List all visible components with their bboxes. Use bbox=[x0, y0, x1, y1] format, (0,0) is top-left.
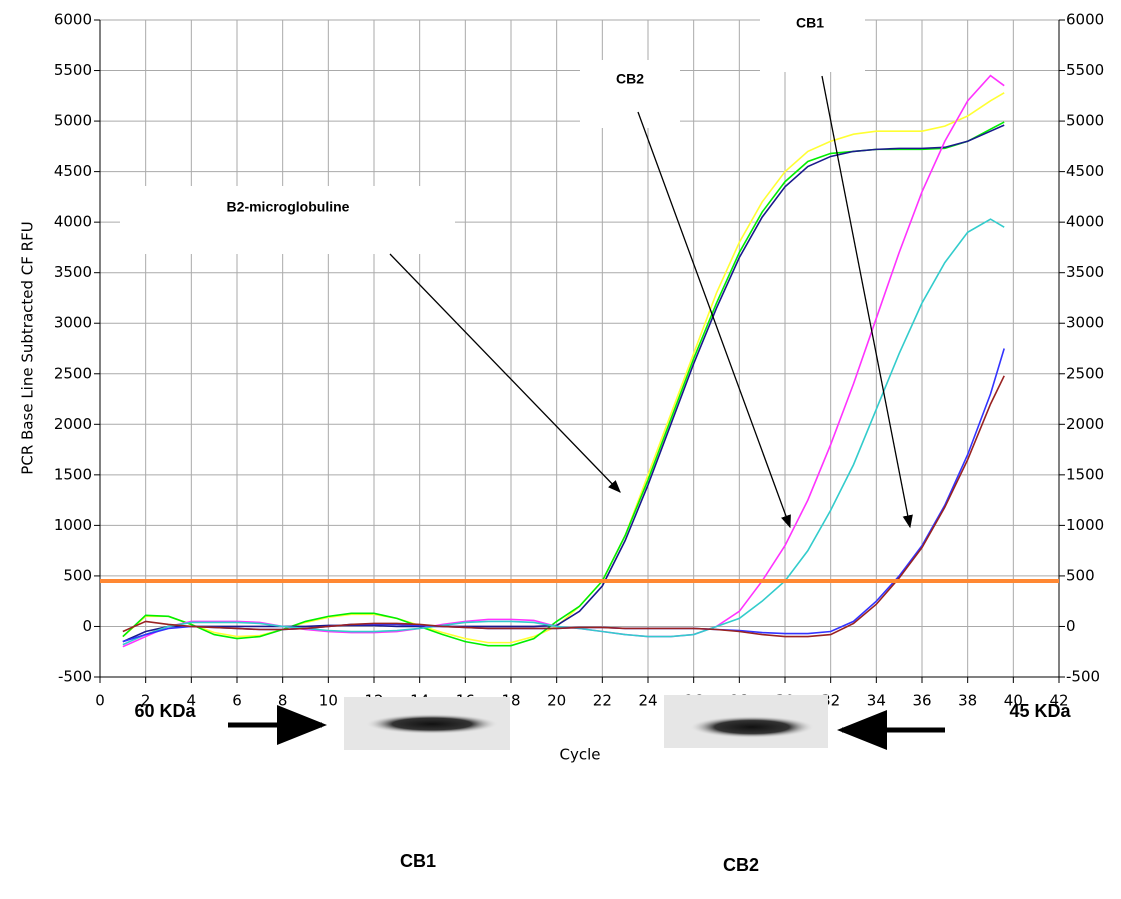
chart: 024681012141618202224262830323436384042-… bbox=[0, 0, 1121, 899]
y-tick-label: 0 bbox=[82, 617, 92, 635]
x-tick-label: 34 bbox=[867, 692, 886, 710]
blot-band bbox=[690, 716, 814, 738]
annotation: B2-microglobuline bbox=[227, 199, 350, 215]
x-tick-label: 0 bbox=[95, 692, 105, 710]
y-tick-label: 4000 bbox=[54, 213, 92, 231]
y2-tick-label: 1500 bbox=[1066, 465, 1104, 483]
x-axis-label: Cycle bbox=[560, 746, 601, 764]
annotation: CB1 bbox=[796, 15, 824, 31]
blot: 60 KDa 45 KDa CB1 CB2 bbox=[134, 695, 1071, 875]
y2-tick-label: 0 bbox=[1066, 617, 1076, 635]
y-tick-label: 6000 bbox=[54, 11, 92, 29]
y2-tick-label: 5000 bbox=[1066, 112, 1104, 130]
x-tick-label: 8 bbox=[278, 692, 288, 710]
plot: 024681012141618202224262830323436384042-… bbox=[54, 11, 1104, 710]
x-tick-label: 6 bbox=[232, 692, 242, 710]
y2-tick-label: -500 bbox=[1066, 668, 1100, 686]
x-tick-label: 24 bbox=[638, 692, 657, 710]
blot-label: CB1 bbox=[400, 851, 436, 871]
marker-label: 45 KDa bbox=[1009, 701, 1071, 721]
y-tick-label: 5500 bbox=[54, 61, 92, 79]
x-tick-label: 36 bbox=[912, 692, 931, 710]
plot-area bbox=[100, 20, 1059, 677]
y-tick-label: 3500 bbox=[54, 263, 92, 281]
y2-tick-label: 3000 bbox=[1066, 314, 1104, 332]
x-tick-label: 10 bbox=[319, 692, 338, 710]
x-tick-label: 20 bbox=[547, 692, 566, 710]
y2-tick-label: 1000 bbox=[1066, 516, 1104, 534]
y-tick-label: 500 bbox=[63, 566, 92, 584]
y2-tick-label: 2500 bbox=[1066, 364, 1104, 382]
y-tick-label: -500 bbox=[58, 668, 92, 686]
y-tick-label: 2000 bbox=[54, 415, 92, 433]
y-tick-label: 4500 bbox=[54, 162, 92, 180]
y2-tick-label: 4000 bbox=[1066, 213, 1104, 231]
blot-label: CB2 bbox=[723, 855, 759, 875]
y-tick-label: 5000 bbox=[54, 112, 92, 130]
y-tick-label: 1000 bbox=[54, 516, 92, 534]
x-tick-label: 38 bbox=[958, 692, 977, 710]
y-tick-label: 1500 bbox=[54, 465, 92, 483]
blot-band bbox=[366, 714, 498, 734]
y2-tick-label: 500 bbox=[1066, 566, 1095, 584]
annotation-box bbox=[120, 186, 455, 254]
y2-tick-label: 2000 bbox=[1066, 415, 1104, 433]
x-tick-label: 22 bbox=[593, 692, 612, 710]
marker-label: 60 KDa bbox=[134, 701, 196, 721]
y2-tick-label: 4500 bbox=[1066, 162, 1104, 180]
y-axis-label: PCR Base Line Subtracted CF RFU bbox=[19, 221, 37, 474]
y-tick-label: 3000 bbox=[54, 314, 92, 332]
annotation: CB2 bbox=[616, 71, 644, 87]
y-tick-label: 2500 bbox=[54, 364, 92, 382]
y2-tick-label: 5500 bbox=[1066, 61, 1104, 79]
y2-tick-label: 6000 bbox=[1066, 11, 1104, 29]
y2-tick-label: 3500 bbox=[1066, 263, 1104, 281]
